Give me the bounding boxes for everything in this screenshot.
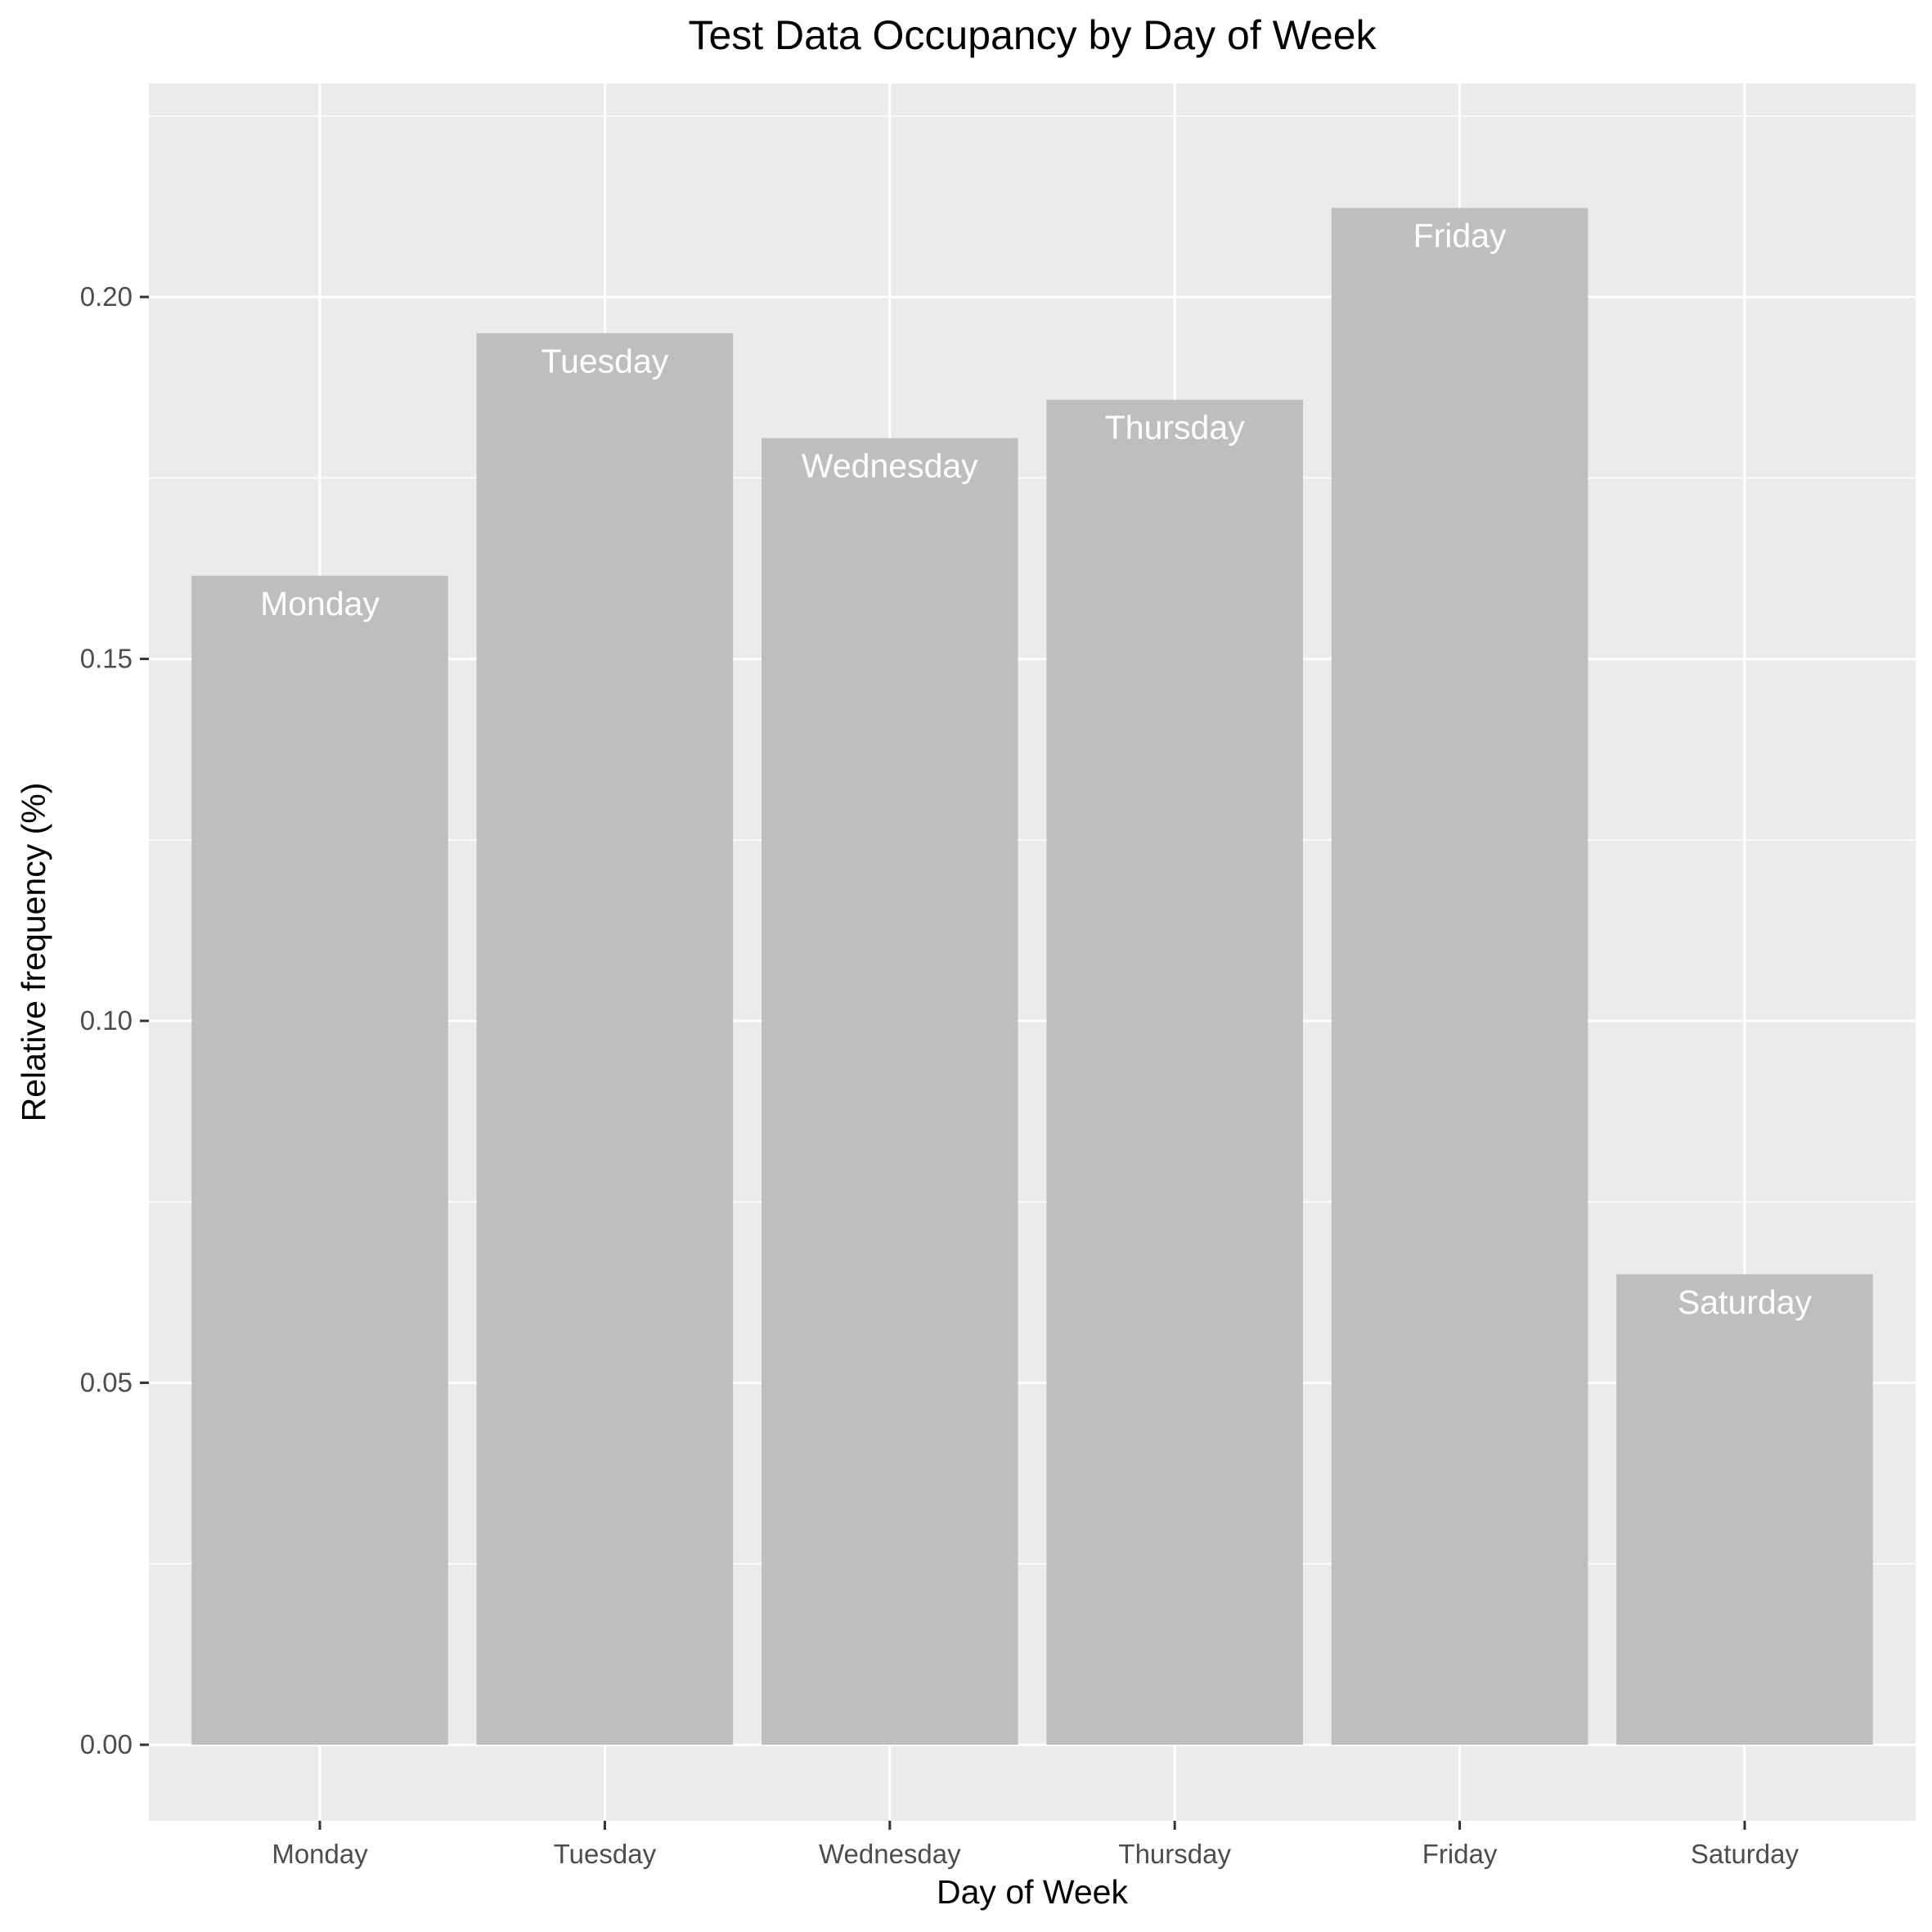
x-axis-title: Day of Week bbox=[937, 1873, 1128, 1911]
x-tick-label: Wednesday bbox=[819, 1839, 961, 1869]
bar-label: Saturday bbox=[1678, 1283, 1813, 1321]
bar-saturday bbox=[1616, 1274, 1873, 1746]
x-tick-label: Saturday bbox=[1691, 1839, 1799, 1869]
bar-label: Tuesday bbox=[541, 342, 669, 380]
bar-label: Wednesday bbox=[802, 447, 978, 485]
x-tick-label: Friday bbox=[1422, 1839, 1498, 1869]
bars bbox=[191, 208, 1873, 1746]
bar-wednesday bbox=[762, 438, 1018, 1746]
chart-title: Test Data Occupancy by Day of Week bbox=[688, 12, 1377, 58]
y-tick-label: 0.10 bbox=[80, 1005, 133, 1036]
x-axis: Monday Tuesday Wednesday Thursday Friday Satu… bbox=[272, 1821, 1799, 1869]
bar-friday bbox=[1331, 208, 1588, 1746]
x-tick-label: Tuesday bbox=[554, 1839, 657, 1869]
bar-label: Thursday bbox=[1105, 409, 1245, 447]
y-axis: 0.00 0.05 0.10 0.15 0.20 bbox=[80, 281, 149, 1759]
x-tick-label: Monday bbox=[272, 1839, 368, 1869]
y-tick-label: 0.15 bbox=[80, 644, 133, 674]
y-tick-label: 0.20 bbox=[80, 281, 133, 312]
bar-label: Friday bbox=[1413, 217, 1507, 254]
bar-labels: Monday Tuesday Wednesday Thursday Friday Satu… bbox=[260, 217, 1812, 1321]
x-tick-label: Thursday bbox=[1118, 1839, 1231, 1869]
y-tick-label: 0.05 bbox=[80, 1368, 133, 1398]
bar-thursday bbox=[1046, 399, 1303, 1746]
bar-label: Monday bbox=[260, 585, 380, 622]
y-axis-title: Relative frequency (%) bbox=[15, 783, 52, 1122]
y-tick-label: 0.00 bbox=[80, 1729, 133, 1759]
bar-monday bbox=[191, 575, 448, 1746]
bar-tuesday bbox=[476, 333, 734, 1746]
